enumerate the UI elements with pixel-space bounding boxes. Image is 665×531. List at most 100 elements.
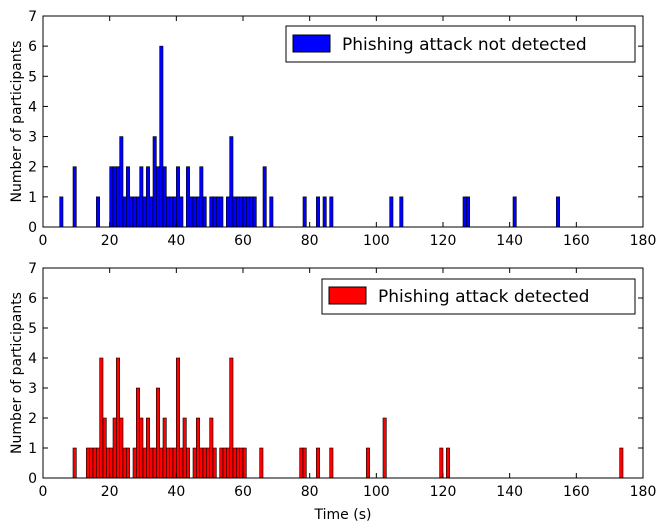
bar-40 (176, 166, 180, 228)
bar-82 (316, 196, 320, 228)
legend-label: Phishing attack not detected (342, 35, 587, 55)
x-tick-label: 100 (363, 484, 390, 500)
bar-47 (199, 447, 204, 479)
bar-63 (252, 196, 257, 228)
y-axis-label: Number of participants (9, 292, 25, 454)
y-tick-label: 6 (28, 291, 37, 307)
bar-78 (302, 447, 307, 479)
x-tick-label: 180 (630, 233, 657, 249)
bar-38 (169, 196, 174, 228)
bar-21 (112, 417, 117, 479)
bar-24 (122, 196, 127, 228)
bar-126 (462, 196, 467, 228)
bar-18 (102, 417, 107, 479)
bar-68 (269, 196, 274, 228)
bar-26 (129, 196, 134, 228)
bar-28 (136, 196, 140, 228)
y-tick-label: 2 (28, 160, 37, 176)
bar-154 (556, 196, 560, 228)
bar-35 (159, 45, 164, 228)
bar-14 (89, 447, 94, 479)
bar-15 (92, 447, 97, 479)
bar-61 (246, 196, 250, 228)
bar-41 (179, 447, 184, 479)
bar-40 (176, 357, 180, 479)
plot-frame (42, 267, 644, 479)
bar-56 (229, 136, 234, 228)
bar-48 (202, 447, 207, 479)
bar-102 (382, 417, 387, 479)
y-tick-label: 6 (28, 39, 37, 55)
bar-65 (259, 447, 264, 479)
bar-22 (116, 357, 120, 479)
bar-34 (156, 166, 160, 228)
x-tick-label: 40 (167, 233, 185, 249)
bar-84 (322, 196, 327, 228)
bar-86 (329, 447, 334, 479)
bar-78 (302, 196, 307, 228)
x-tick-label: 80 (301, 484, 319, 500)
bar-37 (166, 447, 170, 479)
bar-17 (99, 357, 104, 479)
bar-27 (132, 447, 137, 479)
bar-39 (172, 196, 177, 228)
bar-33 (152, 136, 157, 228)
bar-24 (122, 447, 127, 479)
bar-13 (86, 447, 90, 479)
x-tick-label: 120 (430, 233, 457, 249)
y-tick-label: 5 (28, 69, 37, 85)
x-tick-label: 0 (39, 484, 48, 500)
legend: Phishing attack detected (321, 278, 636, 315)
bar-47 (199, 166, 204, 228)
legend-box (321, 278, 636, 315)
bar-5 (59, 196, 64, 228)
y-tick-label: 4 (28, 351, 37, 367)
x-axis-ticks: 0 20 40 60 80 100 120 140 160 180 (39, 16, 657, 249)
bar-58 (236, 196, 240, 228)
y-tick-label: 4 (28, 99, 37, 115)
bar-107 (399, 196, 404, 228)
x-tick-label: 60 (234, 233, 252, 249)
bar-57 (232, 196, 237, 228)
bar-38 (169, 447, 174, 479)
bar-9 (72, 166, 77, 228)
x-tick-label: 120 (430, 484, 457, 500)
bar-29 (139, 417, 144, 479)
bar-39 (172, 447, 177, 479)
bar-35 (159, 447, 164, 479)
bar-43 (186, 447, 190, 479)
bar-16 (96, 447, 100, 479)
bar-53 (219, 196, 224, 228)
bar-23 (119, 417, 124, 479)
y-tick-label: 0 (28, 471, 37, 487)
bar-30 (142, 447, 147, 479)
y-tick-label: 2 (28, 411, 37, 427)
bar-55 (226, 196, 230, 228)
bar-28 (136, 387, 140, 479)
bar-82 (316, 447, 320, 479)
y-tick-label: 5 (28, 321, 37, 337)
y-axis-label: Number of participants (9, 41, 25, 203)
bar-25 (126, 447, 130, 479)
bar-37 (166, 196, 170, 228)
bar-45 (192, 196, 197, 228)
x-tick-label: 100 (363, 233, 390, 249)
bar-33 (152, 447, 157, 479)
bar-141 (512, 196, 517, 228)
x-tick-label: 20 (101, 233, 119, 249)
bar-104 (389, 196, 394, 228)
legend-label: Phishing attack detected (378, 287, 589, 307)
legend-swatch (328, 286, 367, 305)
y-tick-label: 1 (28, 190, 37, 206)
bar-46 (196, 417, 200, 479)
bar-50 (209, 196, 214, 228)
bar-16 (96, 196, 100, 228)
bar-32 (149, 196, 154, 228)
bar-57 (232, 447, 237, 479)
y-tick-label: 3 (28, 130, 37, 146)
x-tick-label: 20 (101, 484, 119, 500)
plot-frame (42, 15, 644, 228)
x-tick-label: 160 (563, 233, 590, 249)
legend-box (285, 25, 636, 63)
bar-86 (329, 196, 334, 228)
